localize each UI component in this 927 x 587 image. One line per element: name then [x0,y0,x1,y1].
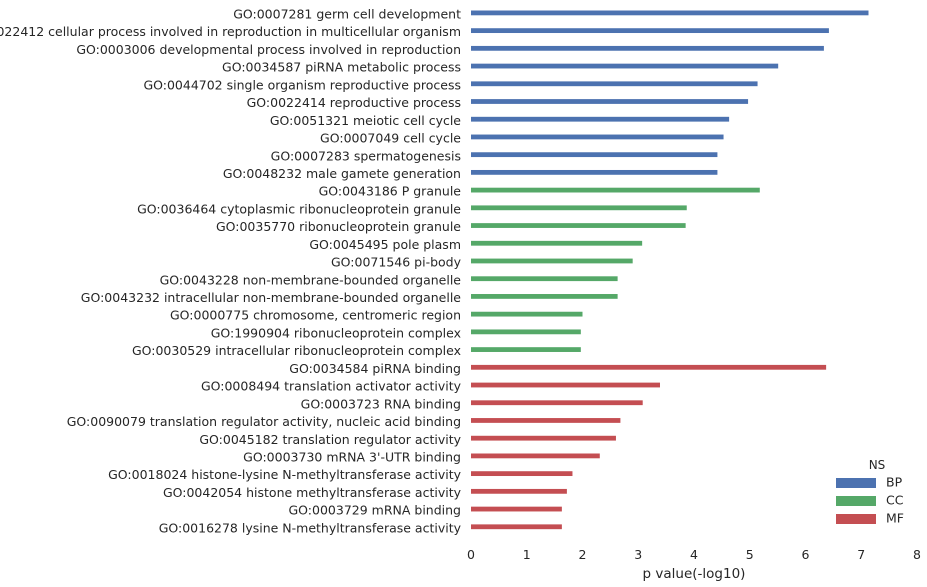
category-label: GO:0071546 pi-body [331,255,462,270]
category-label: GO:0003006 developmental process involve… [76,42,461,57]
category-label: GO:0051321 meiotic cell cycle [270,113,461,128]
bar-mf [471,524,562,530]
category-label: GO:0045495 pole plasm [309,237,461,252]
category-label: GO:0043186 P granule [319,184,462,199]
legend-swatch-mf [836,514,876,524]
bar-mf [471,488,567,494]
category-label: GO:0034587 piRNA metabolic process [222,60,461,75]
category-label: GO:0003723 RNA binding [301,396,461,411]
legend-swatch-bp [836,478,876,488]
bar-cc [471,205,687,211]
category-label: GO:0043228 non-membrane-bounded organell… [160,272,462,287]
bar-bp [471,10,869,16]
bar-bp [471,28,829,34]
bar-bp [471,63,779,69]
bar-cc [471,347,581,352]
bar-mf [471,364,827,370]
bar-bp [471,169,718,175]
category-label: GO:0003729 mRNA binding [289,503,462,518]
bar-bp [471,116,730,122]
category-label: GO:0008494 translation activator activit… [201,379,462,394]
bar-mf [471,471,573,477]
bar-cc [471,276,618,282]
bar-cc [471,258,633,264]
legend: NS BP CC MF [836,458,904,526]
category-labels: GO:0007281 germ cell development GO:00224… [0,7,462,536]
legend-label-cc: CC [886,493,904,508]
category-label: GO:0022414 reproductive process [247,95,461,110]
legend-label-bp: BP [886,475,903,490]
category-label: GO:0007049 cell cycle [320,131,461,146]
bar-cc [471,187,760,193]
category-label: GO:0018024 histone-lysine N-methyltransf… [108,467,461,482]
x-tick-label: 7 [857,547,865,562]
x-tick-label: 4 [690,547,698,562]
legend-title: NS [869,458,886,472]
x-tick-label: 5 [746,547,754,562]
category-label: GO:0007283 spermatogenesis [271,148,461,163]
bar-cc [471,311,583,317]
bar-bp [471,81,758,87]
category-label: GO:1990904 ribonucleoprotein complex [211,325,461,340]
category-label: GO:0003730 mRNA 3'-UTR binding [243,450,461,465]
category-label: GO:0045182 translation regulator activit… [199,432,461,447]
bar-mf [471,418,621,423]
x-tick-label: 3 [634,547,642,562]
legend-label-mf: MF [886,511,904,526]
category-label: GO:0043232 intracellular non-membrane-bo… [81,290,462,305]
x-axis: 0 1 2 3 4 5 6 7 8 [467,547,921,562]
bar-mf [471,435,616,441]
x-tick-label: 0 [467,547,475,562]
category-label: GO:0042054 histone methyltransferase act… [163,485,462,500]
bars [471,10,869,530]
category-label: GO:0044702 single organism reproductive … [143,77,461,92]
bar-cc [471,294,618,299]
category-label: GO:0035770 ribonucleoprotein granule [216,219,461,234]
category-label: GO:0030529 intracellular ribonucleoprote… [132,343,461,358]
x-tick-label: 6 [802,547,810,562]
bar-bp [471,152,718,158]
category-label: GO:0016278 lysine N-methyltransferase ac… [159,520,462,535]
bar-bp [471,45,824,51]
bar-bp [471,99,749,104]
x-tick-label: 8 [913,547,921,562]
x-tick-label: 2 [579,547,587,562]
bar-cc [471,329,581,335]
legend-swatch-cc [836,496,876,506]
bar-cc [471,223,686,228]
bar-mf [471,382,660,388]
category-label: GO:0090079 translation regulator activit… [67,414,461,429]
bar-mf [471,453,600,459]
category-label: GO:0000775 chromosome, centromeric regio… [170,308,461,323]
category-label: GO:0048232 male gamete generation [223,166,461,181]
bar-mf [471,400,643,406]
category-label: GO:0022412 cellular process involved in … [0,24,461,39]
x-tick-label: 1 [523,547,531,562]
category-label: GO:0007281 germ cell development [233,7,461,22]
bar-bp [471,134,724,140]
bar-cc [471,240,643,246]
x-axis-title: p value(-log10) [643,566,746,582]
category-label: GO:0036464 cytoplasmic ribonucleoprotein… [137,201,461,216]
bar-mf [471,506,562,512]
category-label: GO:0034584 piRNA binding [289,361,461,376]
